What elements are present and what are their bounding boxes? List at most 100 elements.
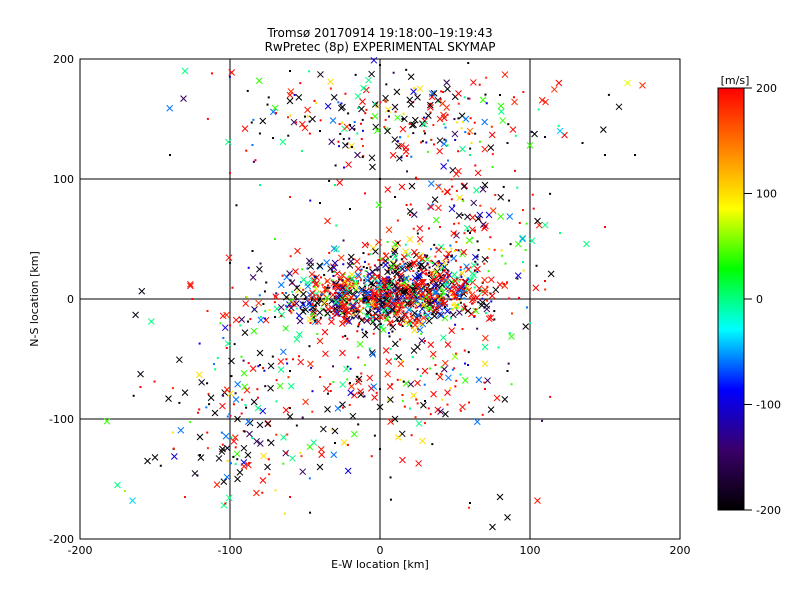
data-point-x <box>391 253 399 261</box>
data-point-dot <box>387 398 390 401</box>
data-point-x <box>191 470 199 477</box>
data-point-dot <box>423 313 426 316</box>
data-point-x <box>277 366 285 373</box>
data-point-x <box>147 318 155 325</box>
data-point-dot <box>450 255 453 258</box>
data-point-x <box>425 317 433 325</box>
data-point-dot <box>420 304 423 307</box>
data-point-dot <box>493 310 496 313</box>
data-point-x <box>339 302 347 310</box>
data-point-x <box>405 306 413 314</box>
data-point-dot <box>522 209 525 212</box>
data-point-x <box>427 104 434 111</box>
data-point-dot <box>604 226 606 228</box>
data-point-dot <box>293 304 296 307</box>
data-point-dot <box>503 283 506 286</box>
data-point-dot <box>248 461 251 464</box>
data-point-dot <box>412 132 415 135</box>
data-point-dot <box>581 142 584 144</box>
data-point-x <box>487 144 495 151</box>
data-point-dot <box>259 184 261 186</box>
data-point-dot <box>506 142 509 144</box>
data-point-x <box>402 311 409 319</box>
data-point-dot <box>409 214 411 216</box>
data-point-x <box>219 445 226 453</box>
data-point-dot <box>226 459 229 462</box>
data-point-dot <box>447 261 450 264</box>
data-point-x <box>241 329 249 336</box>
data-point-dot <box>412 281 415 284</box>
data-point-dot <box>396 219 399 222</box>
data-point-x <box>232 316 240 324</box>
data-point-dot <box>441 315 444 318</box>
data-point-x <box>364 276 371 284</box>
data-point-x <box>279 138 287 146</box>
data-point-x <box>411 248 418 256</box>
data-point-dot <box>312 316 315 319</box>
data-point-x <box>348 383 355 390</box>
data-point-x <box>431 306 438 314</box>
data-point-x <box>374 307 382 314</box>
data-point-x <box>399 125 407 133</box>
data-point-dot <box>353 128 356 131</box>
data-point-x <box>348 303 356 310</box>
data-point-dot <box>500 249 503 252</box>
data-point-dot <box>357 282 360 285</box>
data-point-dot <box>308 345 311 348</box>
data-point-dot <box>346 294 349 297</box>
data-point-dot <box>289 310 291 312</box>
data-point-dot <box>344 92 347 95</box>
data-point-x <box>243 386 251 394</box>
data-point-dot <box>434 271 437 274</box>
data-point-dot <box>454 296 457 299</box>
colorbar-tick-label: 100 <box>756 188 777 201</box>
data-point-x <box>455 90 462 97</box>
data-point-dot <box>304 115 306 118</box>
data-point-dot <box>386 312 389 315</box>
data-point-dot <box>271 355 274 358</box>
data-point-dot <box>401 325 404 328</box>
data-point-dot <box>376 306 379 309</box>
data-point-dot <box>502 185 505 188</box>
data-point-dot <box>396 378 399 381</box>
data-point-dot <box>266 103 269 106</box>
data-point-dot <box>418 267 421 270</box>
data-point-x <box>361 331 369 339</box>
data-point-dot <box>423 285 426 288</box>
data-point-x <box>283 273 291 281</box>
data-point-dot <box>318 298 321 301</box>
data-point-x <box>246 430 253 438</box>
data-point-dot <box>371 319 374 322</box>
data-point-dot <box>328 251 331 254</box>
data-point-x <box>457 285 465 293</box>
data-point-dot <box>424 340 426 342</box>
data-point-dot <box>416 232 419 235</box>
data-point-dot <box>424 400 426 402</box>
data-point-x <box>307 263 314 270</box>
data-point-dot <box>313 285 316 288</box>
data-point-dot <box>426 150 429 153</box>
data-point-dot <box>428 308 431 311</box>
data-point-dot <box>302 288 305 291</box>
data-point-dot <box>370 116 373 119</box>
data-point-dot <box>363 279 366 282</box>
data-point-dot <box>319 130 321 132</box>
data-point-dot <box>420 332 423 335</box>
data-point-dot <box>431 299 434 302</box>
data-point-x <box>264 420 272 428</box>
data-point-dot <box>442 91 445 94</box>
data-point-dot <box>405 68 408 71</box>
data-point-dot <box>272 137 275 140</box>
data-point-x <box>431 297 438 305</box>
data-point-dot <box>409 203 412 206</box>
data-point-dot <box>262 303 265 306</box>
data-point-dot <box>513 169 516 172</box>
data-point-x <box>437 408 444 415</box>
data-point-dot <box>371 271 374 274</box>
data-point-x <box>223 311 230 319</box>
data-point-dot <box>461 308 464 311</box>
data-point-dot <box>214 368 217 371</box>
data-point-dot <box>405 203 408 206</box>
data-point-x <box>339 381 347 388</box>
data-point-dot <box>458 298 461 301</box>
